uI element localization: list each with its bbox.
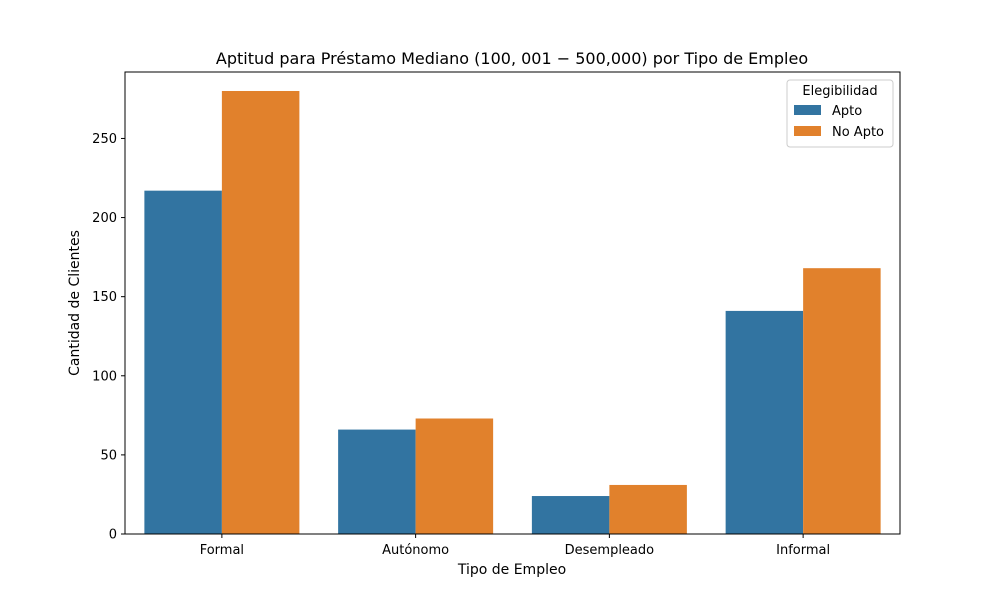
bar-informal-no-apto bbox=[803, 268, 881, 534]
y-axis-label: Cantidad de Clientes bbox=[67, 230, 83, 376]
axes-layer: 0 50 100 150 200 250 Formal Autónomo Desempleado… bbox=[92, 71, 901, 558]
y-tick-label: 200 bbox=[92, 211, 117, 226]
bar-desempleado-no-apto bbox=[609, 484, 687, 534]
x-tick-label: Informal bbox=[776, 543, 830, 558]
y-tick-label: 150 bbox=[92, 290, 117, 305]
y-tick-label: 100 bbox=[92, 369, 117, 384]
x-tick-label: Formal bbox=[200, 543, 244, 558]
bar-desempleado-apto bbox=[531, 496, 610, 534]
legend: Elegibilidad Apto No Apto bbox=[786, 79, 894, 148]
legend-label: Apto bbox=[832, 104, 862, 119]
x-tick-label: Autónomo bbox=[382, 543, 449, 558]
bar-formal-no-apto bbox=[221, 90, 300, 535]
legend-title: Elegibilidad bbox=[802, 84, 877, 99]
bar-informal-apto bbox=[725, 310, 804, 534]
y-tick-label: 0 bbox=[109, 528, 117, 543]
x-axis-label: Tipo de Empleo bbox=[457, 562, 566, 578]
y-tick-label: 50 bbox=[100, 448, 117, 463]
plot-frame bbox=[124, 71, 901, 535]
legend-items: Apto No Apto bbox=[794, 104, 884, 140]
legend-label: No Apto bbox=[832, 125, 884, 140]
x-tick-label: Desempleado bbox=[565, 543, 655, 558]
bar-formal-apto bbox=[144, 190, 222, 534]
y-tick-label: 250 bbox=[92, 132, 117, 147]
chart-title: Aptitud para Préstamo Mediano (100, 001 … bbox=[216, 49, 808, 68]
bar-autonomo-apto bbox=[338, 429, 416, 534]
bars-layer bbox=[144, 90, 881, 535]
legend-swatch-no-apto bbox=[794, 126, 821, 136]
bar-autonomo-no-apto bbox=[415, 418, 494, 534]
legend-swatch-apto bbox=[794, 105, 821, 115]
